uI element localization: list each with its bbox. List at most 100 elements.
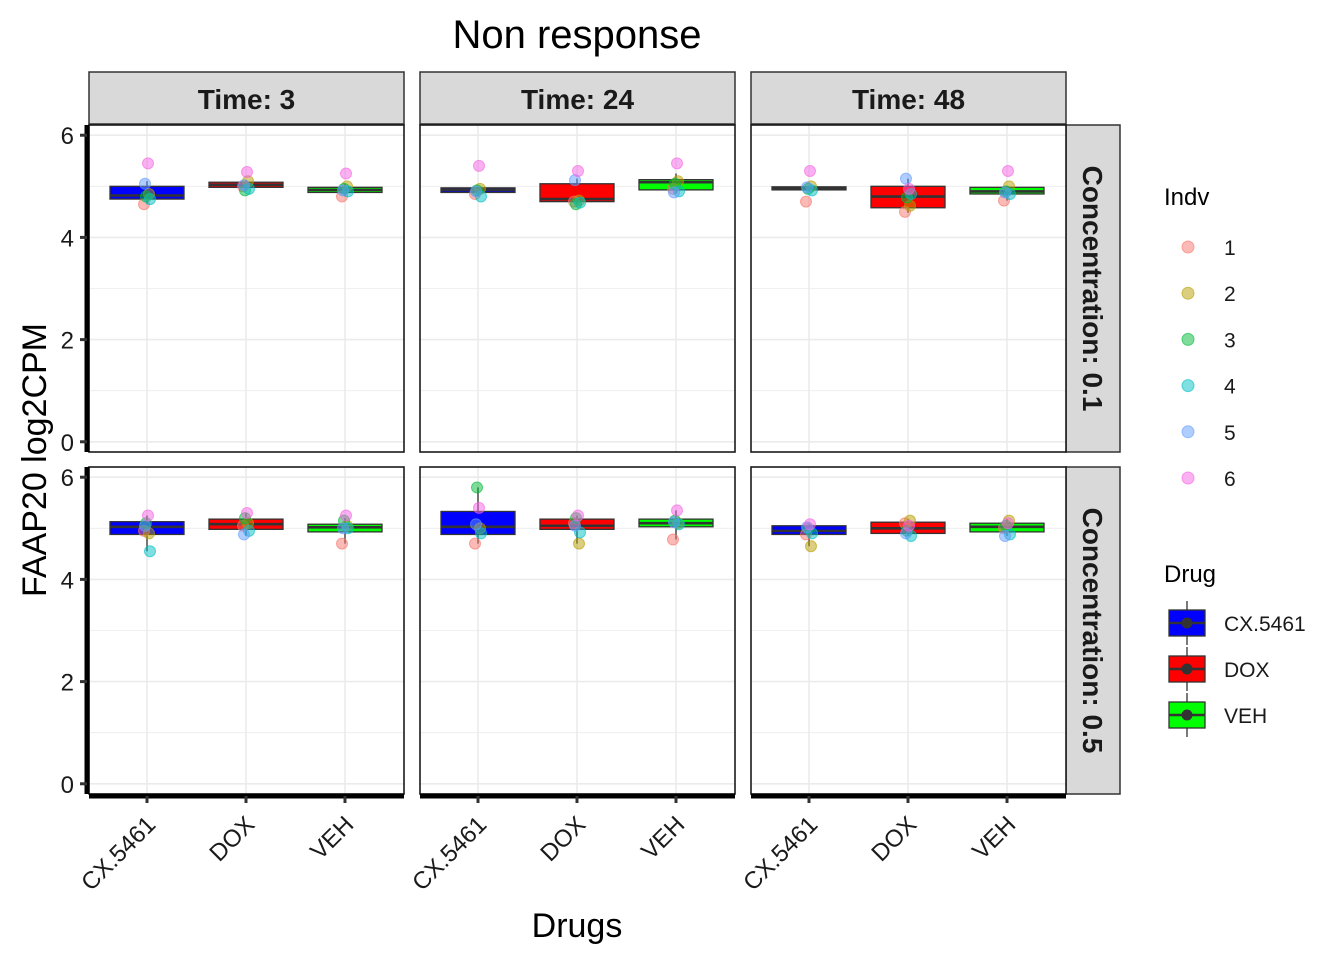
indv-legend-title: Indv [1164, 184, 1209, 211]
data-point [139, 177, 151, 190]
y-tick-label: 6 [61, 465, 74, 492]
data-point [1002, 164, 1014, 177]
data-point [804, 518, 816, 531]
data-point [573, 537, 585, 550]
facet-strip-col [419, 71, 736, 125]
indv-legend-label: 3 [1224, 329, 1236, 352]
x-tick-label: DOX [866, 811, 922, 867]
facet-panel [419, 124, 736, 453]
drug-legend-point [1181, 617, 1193, 629]
data-point [469, 537, 481, 550]
indv-legend: Indv 1 2 3 4 5 6 [1164, 184, 1236, 491]
data-point [572, 164, 584, 177]
panel-border [750, 124, 1067, 453]
y-tick-label: 2 [61, 328, 74, 355]
drug-legend: Drug CX.5461 DOX VEH [1164, 561, 1306, 737]
data-point [473, 501, 485, 514]
data-point [668, 186, 680, 199]
data-point [671, 504, 683, 517]
data-point [337, 184, 349, 197]
x-tick-label: CX.5461 [407, 811, 492, 896]
y-tick-label: 0 [61, 772, 74, 799]
y-tick-label: 4 [61, 225, 74, 252]
y-tick-label: 0 [61, 430, 74, 457]
data-point [903, 519, 915, 532]
facet-panel [88, 124, 405, 453]
panels-layer: Time: 3 Time: 24 Time: 48 Concentration: 0.… [88, 71, 1121, 795]
data-point [340, 509, 352, 522]
y-axis-title: FAAP20 log2CPM [16, 323, 54, 597]
x-tick-label: VEH [305, 811, 359, 865]
indv-legend-key [1181, 425, 1195, 439]
data-point [671, 157, 683, 170]
facet-panel [419, 466, 736, 795]
drug-legend-label: DOX [1224, 659, 1270, 682]
drug-legend-title: Drug [1164, 561, 1216, 588]
data-point [569, 519, 581, 532]
data-point [142, 157, 154, 170]
drug-legend-label: CX.5461 [1224, 613, 1306, 636]
indv-legend-label: 2 [1224, 283, 1236, 306]
data-point [900, 172, 912, 185]
y-tick-label: 4 [61, 567, 74, 594]
facet-panel [88, 466, 405, 795]
data-point [572, 509, 584, 522]
data-point [471, 481, 483, 494]
chart-title: Non response [452, 13, 701, 57]
data-point [800, 195, 812, 208]
facet-strip-col [88, 71, 405, 125]
data-point [470, 185, 482, 198]
x-tick-label: VEH [967, 811, 1021, 865]
data-point [574, 196, 586, 209]
data-point [903, 182, 915, 195]
drug-legend-label: VEH [1224, 705, 1267, 728]
facet-strip-col-label: Time: 3 [198, 84, 296, 115]
indv-legend-key [1181, 286, 1195, 300]
data-point [142, 509, 154, 522]
facet-panel [750, 466, 1067, 795]
drug-legend-point [1181, 709, 1193, 721]
facet-strip-col-label: Time: 48 [852, 84, 965, 115]
drug-legend-point [1181, 663, 1193, 675]
data-point [804, 164, 816, 177]
facet-strip-col [750, 71, 1067, 125]
data-point [999, 529, 1011, 542]
panel-border [419, 124, 736, 453]
y-tick-label: 2 [61, 670, 74, 697]
data-point [1002, 517, 1014, 530]
data-point [241, 166, 253, 179]
facet-strip-row-label: Concentration: 0.1 [1077, 166, 1108, 412]
x-tick-label: DOX [535, 811, 591, 867]
facet-strip-col-label: Time: 24 [521, 84, 635, 115]
data-point [668, 516, 680, 529]
data-point [475, 527, 487, 540]
indv-legend-key [1181, 379, 1195, 393]
data-point [340, 167, 352, 180]
facet-strip-row [1065, 124, 1121, 453]
data-point [238, 528, 250, 541]
data-point [139, 519, 151, 532]
x-tick-label: DOX [204, 811, 260, 867]
data-point [805, 540, 817, 553]
indv-legend-label: 1 [1224, 237, 1236, 260]
data-point [144, 193, 156, 206]
indv-legend-key [1181, 332, 1195, 346]
indv-legend-key [1181, 471, 1195, 485]
x-tick-label: CX.5461 [738, 811, 823, 896]
indv-legend-label: 6 [1224, 468, 1236, 491]
indv-legend-label: 4 [1224, 376, 1236, 399]
y-tick-label: 6 [61, 123, 74, 150]
facet-strip-row-label: Concentration: 0.5 [1077, 508, 1108, 754]
x-tick-label: CX.5461 [76, 811, 161, 896]
data-point [470, 518, 482, 531]
data-point [144, 545, 156, 558]
x-tick-label: VEH [636, 811, 690, 865]
data-point [473, 159, 485, 172]
data-point [337, 522, 349, 535]
data-point [241, 506, 253, 519]
facet-panel [750, 124, 1067, 453]
data-point [238, 179, 250, 192]
facet-strip-row [1065, 466, 1121, 795]
indv-legend-key [1181, 240, 1195, 254]
